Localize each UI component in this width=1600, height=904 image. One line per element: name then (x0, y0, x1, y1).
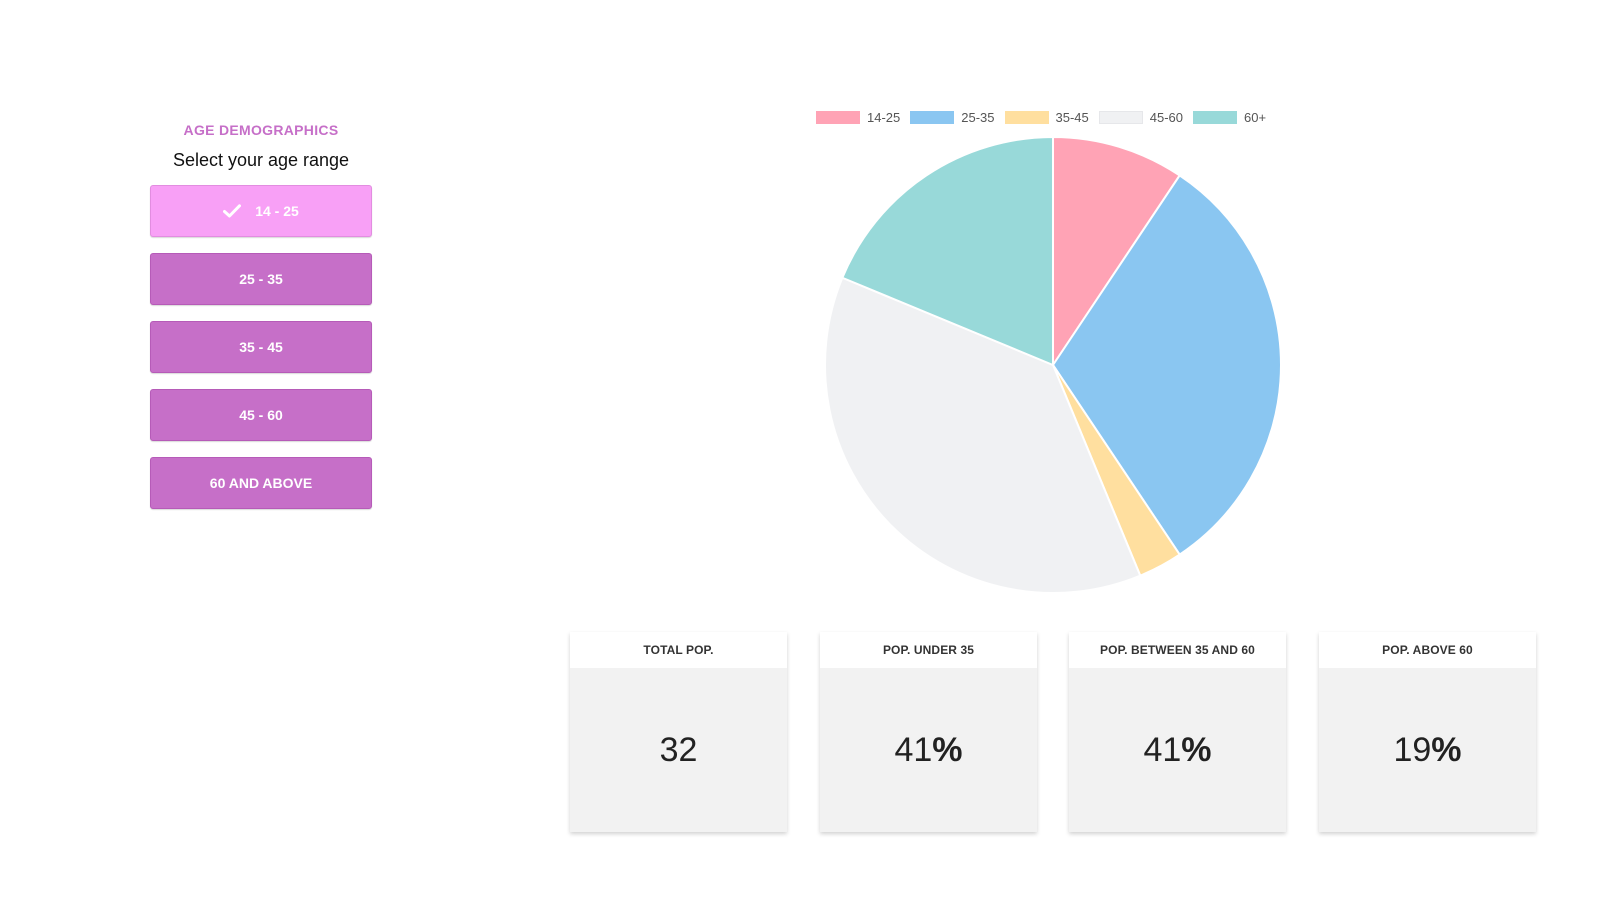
stat-value-suffix: % (932, 730, 963, 769)
legend-swatch (1193, 110, 1237, 124)
stats-cards: TOTAL POP. 32 POP. UNDER 35 41% POP. BET… (570, 632, 1536, 832)
legend-item[interactable]: 45-60 (1098, 109, 1183, 125)
pie-slice-60-plus[interactable] (841, 135, 1054, 367)
legend-swatch (910, 110, 955, 124)
age-button-45-60[interactable]: 45 - 60 (150, 389, 372, 441)
check-icon (223, 204, 242, 218)
pie-slice-14-25[interactable] (1052, 135, 1182, 369)
legend-swatch (1098, 110, 1143, 124)
stat-card-above-60: POP. ABOVE 60 19% (1319, 632, 1536, 832)
legend-swatch (816, 110, 860, 124)
legend-label: 35-45 (1055, 109, 1089, 125)
stat-card-35-60: POP. BETWEEN 35 AND 60 41% (1069, 632, 1286, 832)
legend-label: 14-25 (867, 109, 901, 125)
stat-card-value: 41% (1069, 668, 1286, 832)
stat-value-suffix: % (1431, 730, 1462, 769)
stat-card-title: POP. BETWEEN 35 AND 60 (1069, 632, 1286, 668)
stat-card-title: POP. UNDER 35 (820, 632, 1037, 668)
legend-swatch (1004, 110, 1049, 124)
stat-value-number: 19 (1393, 730, 1432, 769)
age-button-60-above[interactable]: 60 AND ABOVE (150, 457, 372, 509)
legend-item[interactable]: 35-45 (1004, 109, 1089, 125)
legend-label: 60+ (1244, 109, 1267, 125)
age-button-35-45[interactable]: 35 - 45 (150, 321, 372, 373)
stat-value-number: 41 (894, 730, 933, 769)
age-button-25-35[interactable]: 25 - 35 (150, 253, 372, 305)
chart-legend: 14-25 25-35 35-45 45-60 60+ (816, 108, 1276, 126)
stat-card-value: 19% (1319, 668, 1536, 832)
age-button-label: 35 - 45 (239, 339, 283, 355)
age-selector-panel: AGE DEMOGRAPHICS Select your age range 1… (150, 112, 372, 509)
stat-card-total: TOTAL POP. 32 (570, 632, 787, 832)
stat-card-under-35: POP. UNDER 35 41% (820, 632, 1037, 832)
panel-subtitle: Select your age range (172, 150, 350, 170)
legend-item[interactable]: 14-25 (816, 110, 900, 125)
legend-item[interactable]: 25-35 (910, 109, 995, 125)
pie-slice-45-60[interactable] (824, 276, 1142, 594)
age-button-label: 14 - 25 (255, 203, 299, 219)
stat-card-value: 32 (570, 668, 787, 832)
panel-title: AGE DEMOGRAPHICS (183, 122, 339, 138)
stat-card-title: POP. ABOVE 60 (1319, 632, 1536, 668)
age-button-label: 60 AND ABOVE (209, 475, 313, 491)
stat-value-suffix: % (1181, 730, 1212, 769)
stat-value-number: 41 (1143, 730, 1182, 769)
legend-label: 45-60 (1149, 109, 1183, 125)
legend-label: 25-35 (961, 109, 995, 125)
pie-svg (824, 135, 1282, 594)
age-button-label: 25 - 35 (239, 271, 283, 287)
age-button-label: 45 - 60 (239, 407, 283, 423)
legend-item[interactable]: 60+ (1193, 110, 1266, 125)
age-pie-chart: 14-25 25-35 35-45 45-60 60+ (790, 100, 1310, 600)
pie-slice-25-35[interactable] (1051, 174, 1282, 556)
stat-card-title: TOTAL POP. (570, 632, 787, 668)
age-button-14-25[interactable]: 14 - 25 (150, 185, 372, 237)
stat-value-number: 32 (659, 730, 698, 769)
stat-card-value: 41% (820, 668, 1037, 832)
